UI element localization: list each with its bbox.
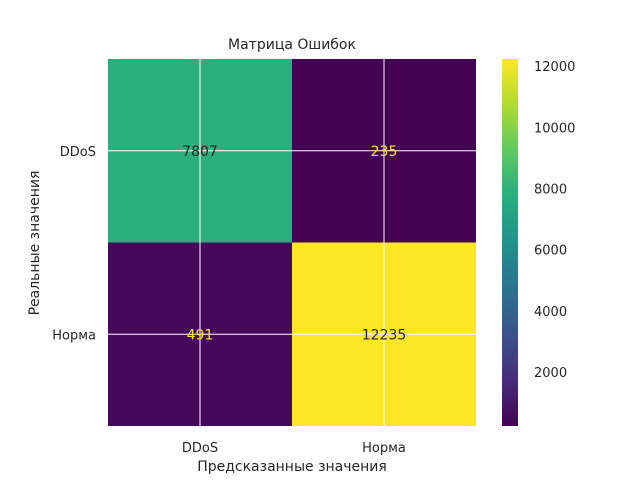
colorbar-ticks: 2000 4000 6000 8000 10000 12000 [534, 60, 575, 381]
x-axis-label: Предсказанные значения [197, 459, 387, 475]
y-axis-ticks: DDoS Норма [52, 145, 96, 344]
grid-lines [108, 59, 476, 426]
y-tick-label: DDoS [60, 145, 96, 160]
cell-value-label: 235 [371, 144, 398, 160]
x-tick-label: DDoS [182, 441, 218, 456]
cell-value-label: 491 [187, 327, 214, 343]
colorbar-tick-label: 4000 [534, 305, 567, 320]
heatmap-cells [108, 59, 476, 426]
colorbar-tick-label: 10000 [534, 121, 575, 136]
colorbar-tick-label: 12000 [534, 60, 575, 75]
x-axis-ticks: DDoS Норма [182, 441, 406, 456]
cell-value-label: 7807 [182, 144, 218, 160]
colorbar-tick-label: 8000 [534, 183, 567, 198]
cell-value-label: 12235 [362, 327, 407, 343]
colorbar-tick-label: 2000 [534, 366, 567, 381]
x-tick-label: Норма [362, 441, 406, 456]
chart-title: Матрица Ошибок [228, 37, 356, 53]
colorbar-tick-label: 6000 [534, 244, 567, 259]
cell-value-labels: 7807 235 491 12235 [182, 144, 406, 344]
y-tick-label: Норма [52, 328, 96, 343]
colorbar [502, 59, 518, 426]
y-axis-label: Реальные значения [27, 171, 43, 316]
